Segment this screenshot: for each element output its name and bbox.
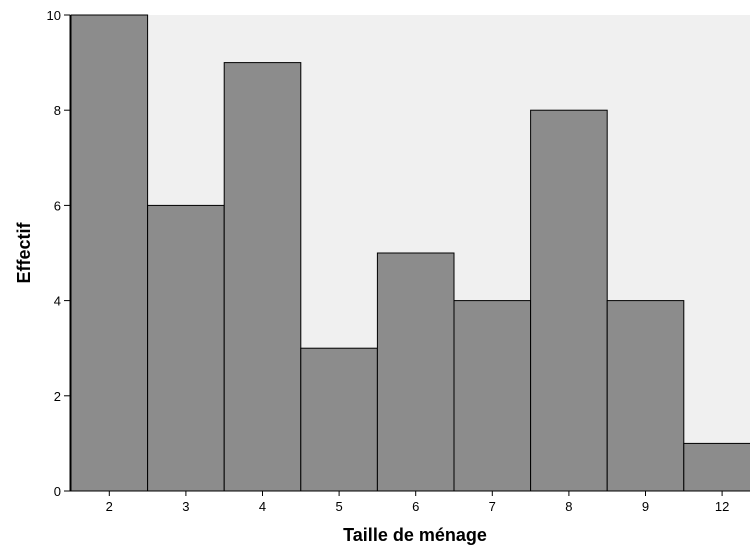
x-ticks-group: 2 3 4 5 6 7 8 9 12 <box>106 491 729 514</box>
bar-2 <box>70 14 149 492</box>
x-tick-label: 12 <box>715 499 729 514</box>
bar-8 <box>530 109 608 492</box>
bar-9 <box>606 300 685 492</box>
y-axis-title: Effectif <box>14 221 34 283</box>
x-tick-label: 5 <box>335 499 342 514</box>
x-tick-label: 7 <box>489 499 496 514</box>
bar-6 <box>376 252 455 492</box>
bar-3 <box>147 204 225 492</box>
y-tick-label: 4 <box>54 294 61 309</box>
x-tick-label: 6 <box>412 499 419 514</box>
x-tick-label: 8 <box>565 499 572 514</box>
bars-group <box>70 14 750 492</box>
y-ticks-group: 0 2 4 6 8 10 <box>47 8 70 499</box>
bar-12 <box>683 442 750 492</box>
x-axis-title: Taille de ménage <box>343 525 487 545</box>
bar-5 <box>300 347 378 492</box>
bar-7 <box>453 300 532 492</box>
y-tick-label: 10 <box>47 8 61 23</box>
y-tick-label: 6 <box>54 198 61 213</box>
x-tick-label: 2 <box>106 499 113 514</box>
y-tick-label: 8 <box>54 103 61 118</box>
y-tick-label: 2 <box>54 389 61 404</box>
bar-4 <box>223 62 302 492</box>
y-tick-label: 0 <box>54 484 61 499</box>
x-tick-label: 3 <box>182 499 189 514</box>
x-tick-label: 4 <box>259 499 266 514</box>
x-tick-label: 9 <box>642 499 649 514</box>
